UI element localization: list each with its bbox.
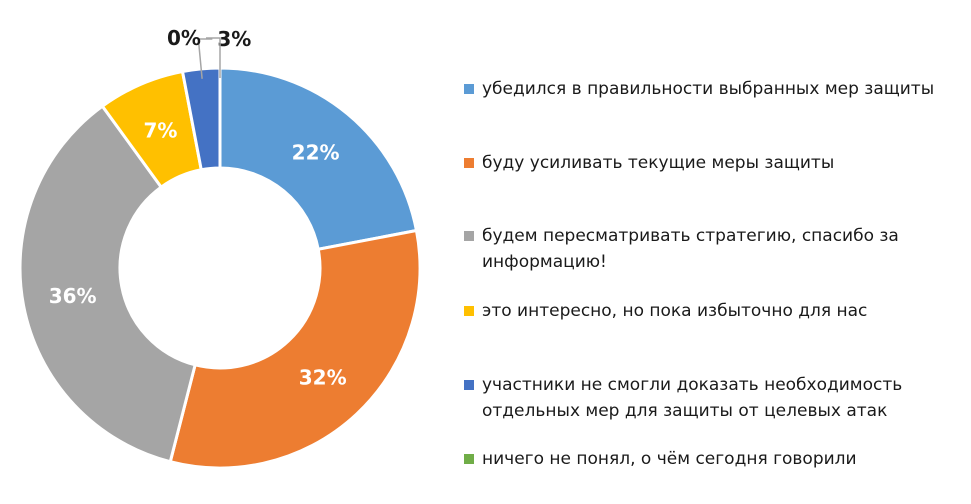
legend-label-2: буду усиливать текущие меры защиты (482, 153, 835, 173)
legend-label-1: убедился в правильности выбранных мер за… (482, 79, 935, 99)
slice-label-2: 32% (299, 365, 347, 389)
legend-swatch-1 (464, 84, 474, 94)
slice-label-4: 7% (143, 118, 177, 142)
legend-label-3: будем пересматривать стратегию, спасибо … (482, 226, 899, 272)
legend-label-5: участники не смогли доказать необходимос… (482, 375, 903, 421)
slice-label-6: 0% (167, 26, 201, 50)
slice-label-5: 3% (217, 27, 251, 51)
leader-line-5 (197, 38, 213, 79)
legend-swatch-4 (464, 306, 474, 316)
legend-swatch-6 (464, 454, 474, 464)
legend-label-4: это интересно, но пока избыточно для нас (482, 301, 868, 321)
legend-swatch-3 (464, 231, 474, 241)
legend-swatch-5 (464, 380, 474, 390)
donut-slice-2 (168, 228, 422, 470)
legend: убедился в правильности выбранных мер за… (464, 0, 964, 504)
legend-swatch-2 (464, 158, 474, 168)
slice-label-1: 22% (292, 140, 340, 164)
donut-slice-1 (218, 66, 419, 252)
leader-line-6 (206, 37, 221, 78)
slice-label-3: 36% (49, 284, 97, 308)
legend-label-6: ничего не понял, о чём сегодня говорили (482, 449, 857, 469)
donut-slice-3 (18, 104, 197, 464)
